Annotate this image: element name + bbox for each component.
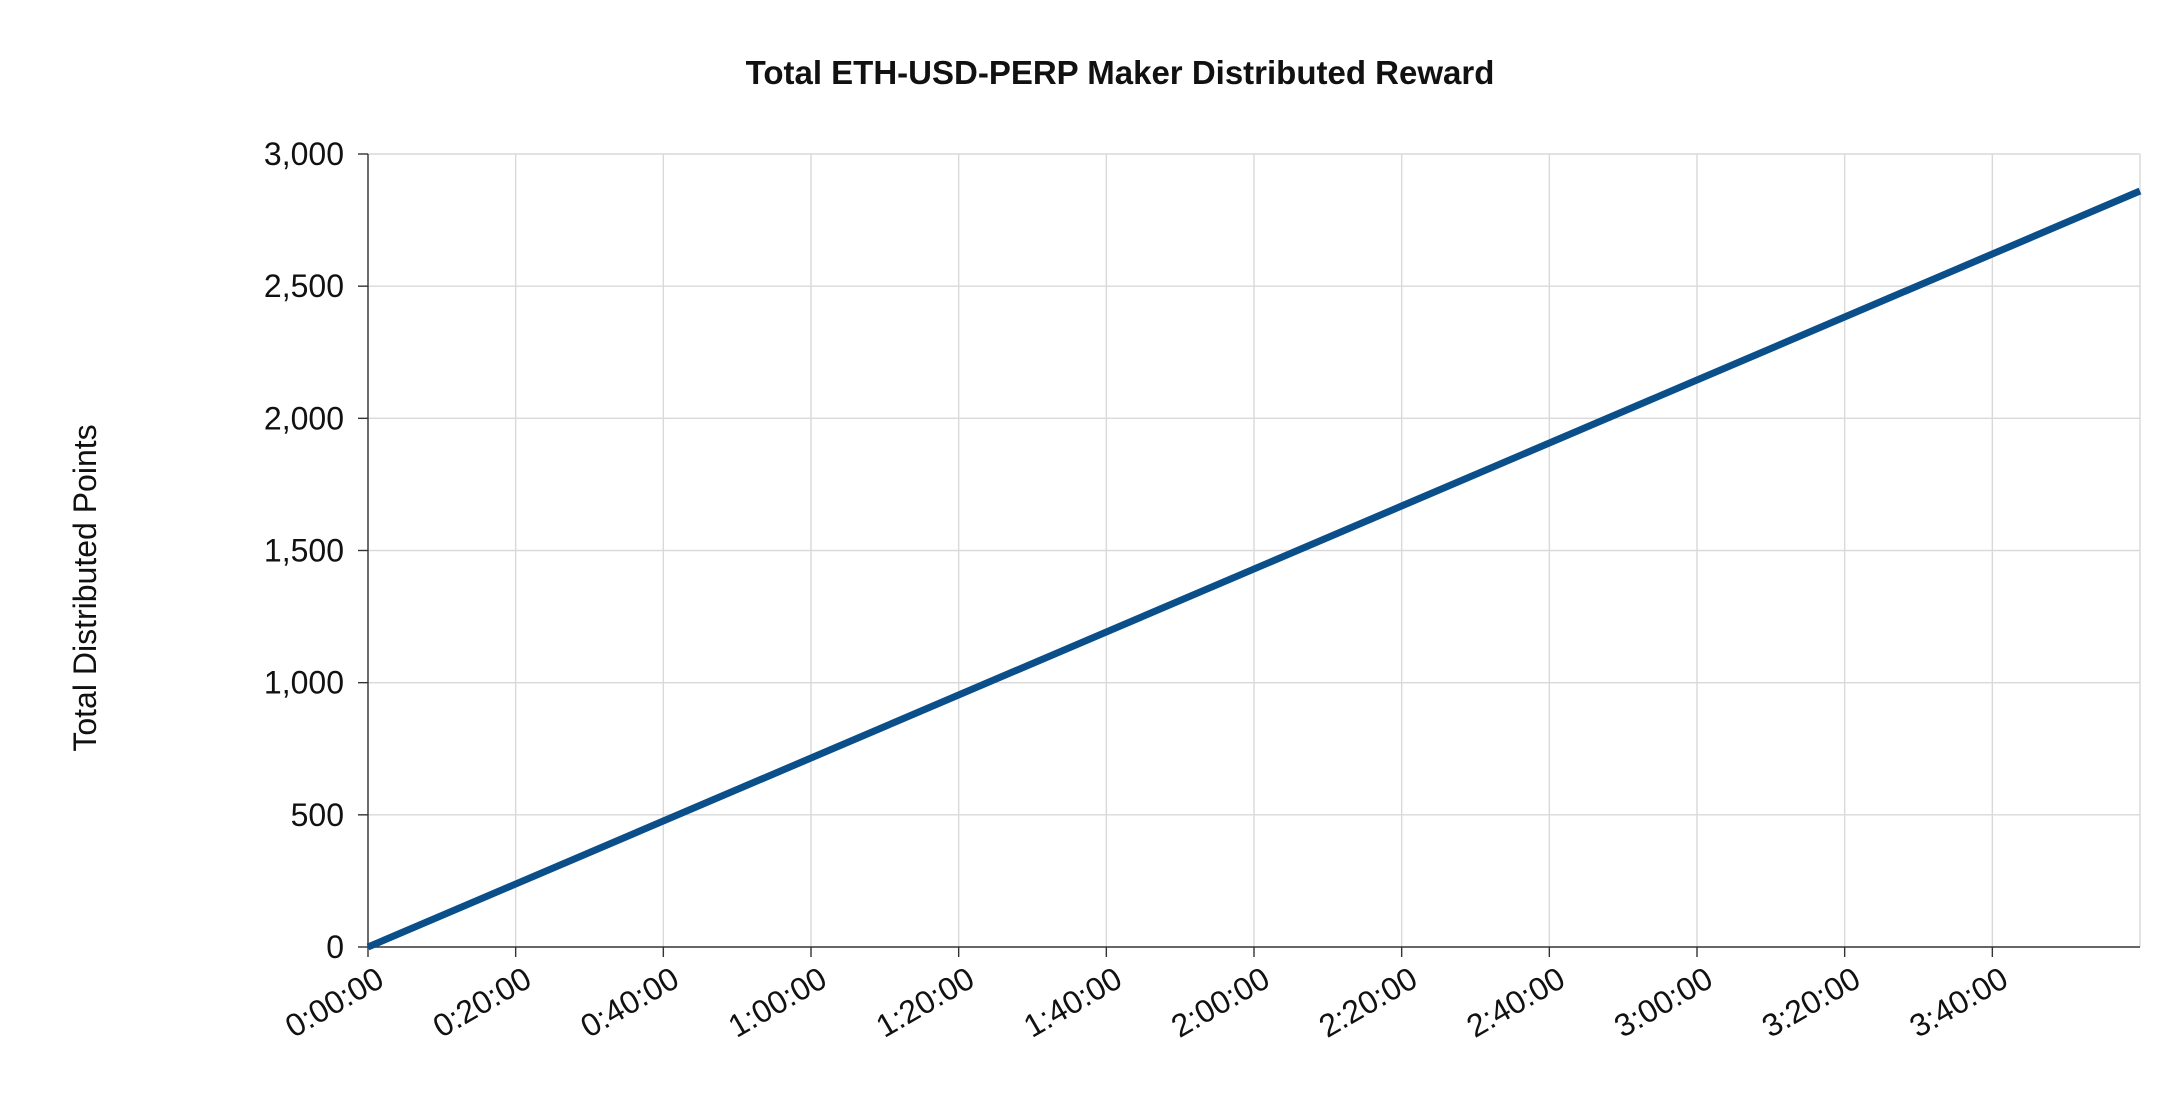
- y-tick-label: 0: [326, 929, 344, 965]
- y-tick-label: 3,000: [264, 136, 344, 172]
- series-group: [366, 187, 2142, 951]
- y-tick-label: 1,000: [264, 665, 344, 701]
- x-tick-label: 2:20:00: [1313, 960, 1423, 1045]
- y-tick-label: 1,500: [264, 533, 344, 569]
- chart-title: Total ETH-USD-PERP Maker Distributed Rew…: [746, 54, 1495, 91]
- grid: [367, 153, 2141, 947]
- x-tick-label: 0:00:00: [279, 960, 389, 1045]
- y-axis-title: Total Distributed Points: [67, 424, 103, 751]
- y-tick-label: 2,500: [264, 268, 344, 304]
- series-line-0: [366, 187, 2142, 951]
- x-tick-label: 0:20:00: [427, 960, 537, 1045]
- y-axis-ticks: 0 500 1,000 1,500 2,000 2,500 3,000: [264, 136, 368, 965]
- x-tick-label: 1:00:00: [722, 960, 832, 1045]
- y-tick-label: 2,000: [264, 400, 344, 436]
- x-tick-label: 1:20:00: [870, 960, 980, 1045]
- x-tick-label: 3:20:00: [1756, 960, 1866, 1045]
- x-tick-label: 1:40:00: [1017, 960, 1127, 1045]
- x-tick-label: 3:40:00: [1903, 960, 2013, 1045]
- x-tick-label: 2:40:00: [1460, 960, 1570, 1045]
- x-tick-label: 0:40:00: [574, 960, 684, 1045]
- y-tick-label: 500: [291, 797, 344, 833]
- x-axis-ticks: 0:00:00 0:20:00 0:40:00 1:00:00 1:20:00 1:40:…: [279, 947, 2014, 1044]
- x-tick-label: 2:00:00: [1165, 960, 1275, 1045]
- x-tick-label: 3:00:00: [1608, 960, 1718, 1045]
